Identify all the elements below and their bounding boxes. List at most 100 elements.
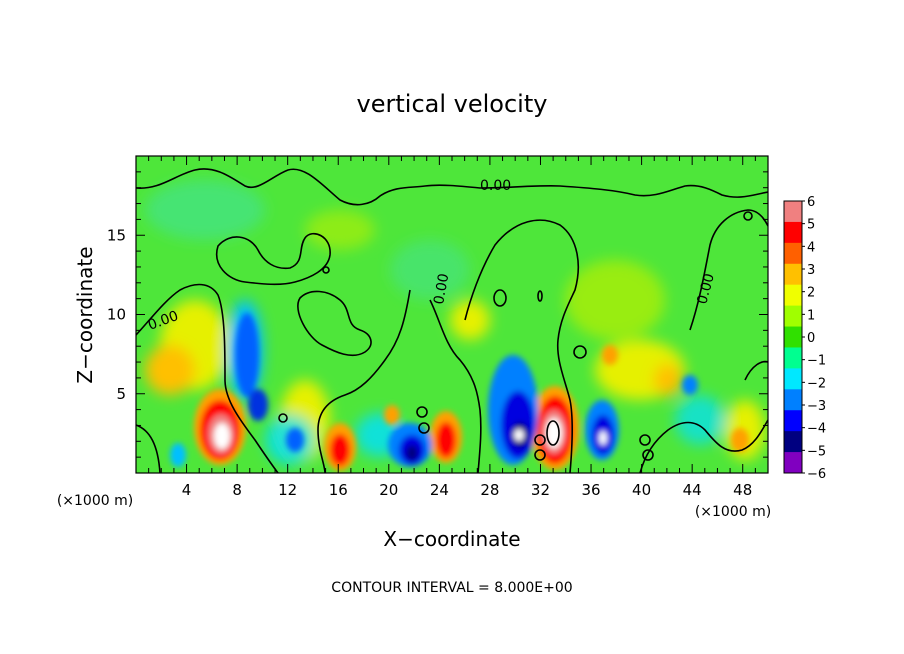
contour-mid-2: [429, 299, 482, 473]
y-axis-title: Z−coordinate: [73, 246, 97, 383]
x-tick-label: 36: [581, 481, 600, 499]
colorbar-label: −6: [807, 467, 826, 482]
colorbar-label: −1: [807, 354, 826, 369]
colorbar-label: 3: [807, 263, 815, 278]
contour-small-4: [534, 449, 546, 461]
x-tick-label: 24: [430, 481, 449, 499]
updraft-core-1-peak: [214, 423, 230, 449]
x-tick-label: 40: [632, 481, 651, 499]
contour-small-1: [416, 406, 428, 418]
axis-ticks: [135, 155, 769, 474]
contour-small-6: [642, 449, 654, 461]
x-tick-label: 20: [379, 481, 398, 499]
contour-small-11: [322, 266, 330, 274]
colorbar-swatch: [784, 242, 802, 265]
contour-right-low: [639, 419, 768, 473]
mid-yellow-patch-2: [450, 300, 490, 340]
downdraft-core-2-inner: [406, 445, 418, 461]
colorbar-swatch: [784, 389, 802, 411]
upper-yellow-patch-2: [565, 260, 665, 340]
colorbar-label: 1: [807, 308, 815, 323]
updraft-core-2: [330, 434, 350, 466]
lower-cyan-right: [675, 395, 725, 445]
contour-label-top: 0.00: [480, 178, 511, 194]
contour-small-3: [534, 434, 546, 446]
updraft-core-3: [436, 422, 456, 458]
colorbar-label: 5: [807, 218, 815, 233]
colorbar-label: 6: [807, 195, 815, 210]
x-tick-label: 12: [278, 481, 297, 499]
x-tick-label: 8: [232, 481, 242, 499]
colorbar-swatch: [784, 368, 802, 390]
left-orange-patch: [145, 345, 195, 395]
downdraft-column-1: [235, 313, 259, 397]
upper-cyan-patch: [145, 180, 265, 240]
contour-small-5: [639, 434, 651, 446]
colorbar-swatch: [784, 326, 802, 348]
y-tick-label: 10: [107, 306, 126, 324]
minor-downdraft-b: [682, 375, 698, 395]
x-tick-label: 4: [182, 481, 192, 499]
x-tick-label: 48: [733, 481, 752, 499]
y-tick-label: 5: [116, 385, 126, 403]
colorbar-label: 0: [807, 331, 815, 346]
x-tick-label: 16: [329, 481, 348, 499]
contour-core-4: [546, 420, 560, 446]
contour-cell-b: [297, 290, 372, 357]
colorbar-swatch: [784, 410, 802, 432]
colorbar-label: 4: [807, 240, 815, 255]
colorbar-swatch: [784, 263, 802, 286]
contour-interval-footer: CONTOUR INTERVAL = 8.000E+00: [331, 580, 572, 596]
downdraft-column-1b: [248, 389, 268, 421]
minor-downdraft-c: [170, 443, 186, 467]
colorbar-label: −4: [807, 422, 826, 437]
contour-label-right: 0.00: [694, 272, 718, 306]
minor-updraft-b: [602, 345, 618, 365]
contour-small-9: [573, 345, 587, 359]
contour-cell-a: [215, 232, 331, 286]
contour-small-2: [418, 422, 430, 434]
zero-contours: [136, 168, 768, 473]
upper-cyan-patch-2: [390, 240, 470, 300]
contour-top: [136, 168, 768, 206]
colorbar: 6 5 4 3 2 1 0 −1 −2 −3 −4 −5 −6: [783, 195, 826, 482]
colorbar-swatch: [784, 305, 802, 328]
colorbar-label: −5: [807, 444, 826, 459]
y-tick-labels: 5 10 15: [107, 226, 126, 403]
contour-mid: [317, 289, 411, 473]
contour-label-mid: 0.00: [431, 272, 452, 305]
colorbar-label: 2: [807, 286, 815, 301]
minor-updraft-a: [384, 405, 400, 425]
colorbar-swatch: [784, 201, 802, 223]
contour-left-bottom: [136, 424, 161, 473]
contour-small-10: [743, 211, 753, 221]
x-tick-label: 28: [480, 481, 499, 499]
colorbar-swatch: [784, 452, 802, 474]
contour-right: [689, 209, 768, 331]
colorbar-label: −2: [807, 376, 826, 391]
x-unit-left: (×1000 m): [57, 493, 133, 509]
x-tick-label: 32: [531, 481, 550, 499]
right-orange-patch: [654, 364, 682, 396]
plot-area: 0.00 0.00 0.00 0.00: [136, 156, 768, 473]
x-tick-label: 44: [683, 481, 702, 499]
colorbar-swatch: [784, 284, 802, 307]
y-tick-label: 15: [107, 226, 126, 244]
contour-small-12: [537, 290, 543, 302]
x-tick-labels: 4 8 12 16 20 24 28 32 36 40 44 48: [182, 481, 752, 499]
contour-small-7: [278, 413, 288, 423]
downdraft-core-3-peak: [514, 429, 524, 441]
chart-title: vertical velocity: [357, 90, 548, 118]
contour-mid-left: [136, 283, 279, 473]
contour-small-8: [493, 289, 507, 307]
upper-yellow-patch: [305, 210, 375, 250]
colorbar-swatch: [784, 347, 802, 369]
minor-downdraft-a: [286, 428, 304, 452]
minor-updraft-c: [731, 428, 749, 452]
colorbar-label: −3: [807, 399, 826, 414]
colorbar-swatch: [784, 221, 802, 244]
colorbar-swatch: [784, 431, 802, 453]
contour-dome: [464, 219, 580, 473]
x-axis-title: X−coordinate: [383, 527, 520, 551]
